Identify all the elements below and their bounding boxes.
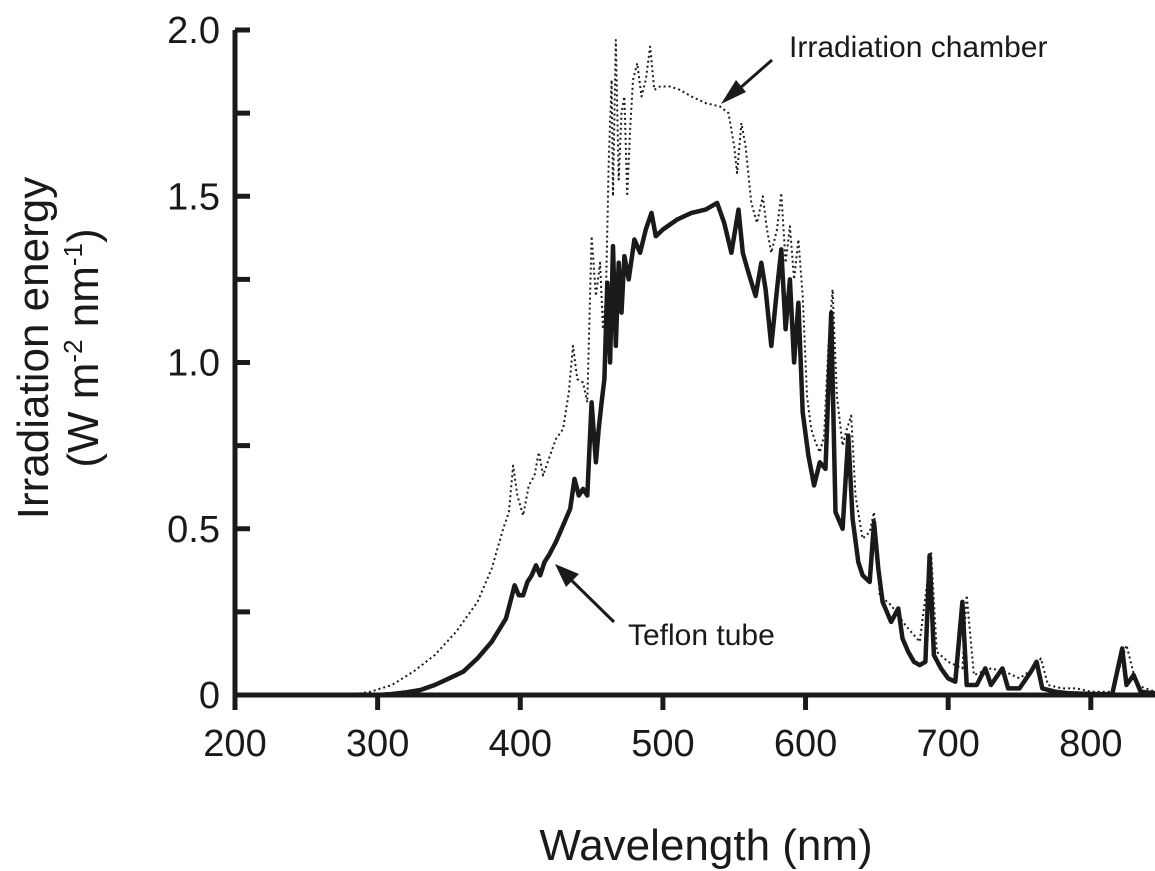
- y-tick-label-4: 2.0: [167, 10, 220, 52]
- y-tick-label-0: 0: [199, 675, 220, 717]
- annotation-arrow-teflon-shaft: [563, 572, 616, 624]
- annotation-teflon-tube: Teflon tube: [628, 619, 775, 652]
- series-layer: [348, 39, 1155, 698]
- y-axis-title-line2: (W m-2 nm-1): [58, 228, 108, 467]
- y-axis-title-line1: Irradiation energy: [9, 177, 58, 519]
- y-tick-label-3: 1.5: [167, 176, 220, 218]
- x-tick-label-1: 300: [346, 723, 409, 765]
- axes: [232, 30, 1155, 698]
- ticks: 0 0.5 1.0 1.5 2.0 200 300 400 500 600 700 800: [167, 10, 1122, 765]
- x-tick-label-2: 400: [489, 723, 552, 765]
- y-axis-title: Irradiation energy (W m-2 nm-1): [9, 177, 108, 519]
- annotation-arrow-chamber-head: [721, 80, 746, 104]
- x-tick-label-4: 600: [774, 723, 837, 765]
- annotations: Irradiation chamber Teflon tube: [555, 31, 1047, 652]
- y-tick-label-1: 0.5: [167, 509, 220, 551]
- x-tick-label-0: 200: [203, 723, 266, 765]
- annotation-irradiation-chamber: Irradiation chamber: [789, 31, 1047, 64]
- series-line-teflon-tube: [377, 200, 1155, 698]
- annotation-arrow-teflon-head: [555, 564, 579, 587]
- x-axis-title: Wavelength (nm): [539, 821, 872, 870]
- x-tick-label-3: 500: [631, 723, 694, 765]
- y-tick-label-2: 1.0: [167, 343, 220, 385]
- x-tick-label-6: 800: [1059, 723, 1122, 765]
- series-line-irradiation-chamber: [348, 39, 1155, 696]
- x-tick-label-5: 700: [916, 723, 979, 765]
